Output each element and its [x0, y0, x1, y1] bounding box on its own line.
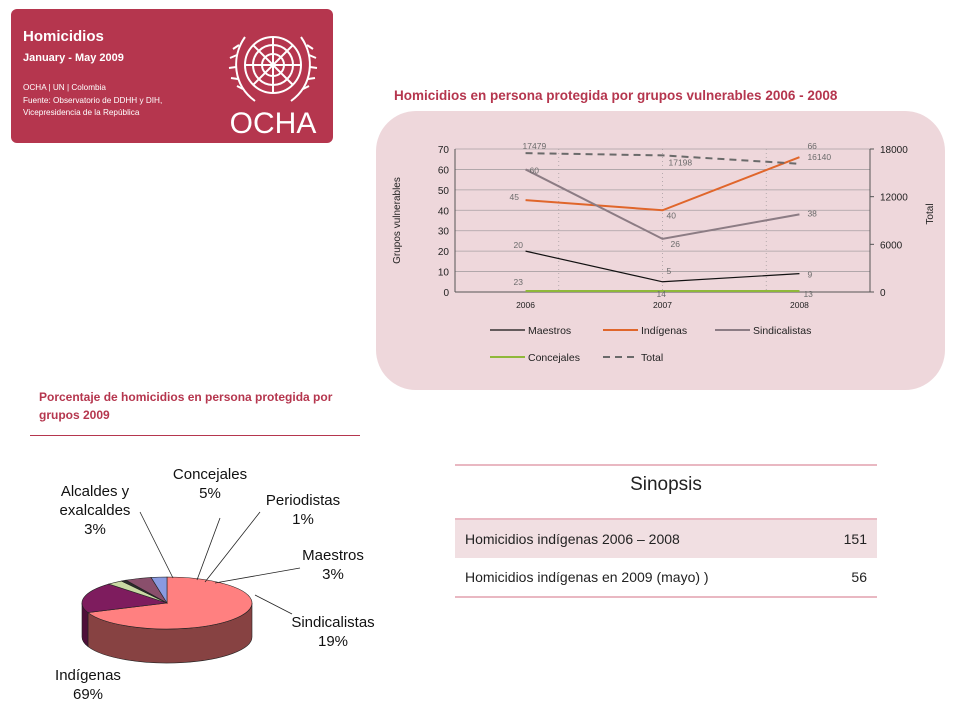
y-axis-title: Grupos vulnerables — [392, 177, 403, 264]
header-period: January - May 2009 — [23, 52, 124, 64]
header-source-org: Vicepresidencia de la República — [23, 108, 140, 117]
y-tick-label: 40 — [438, 206, 450, 217]
table-row: Homicidios indígenas en 2009 (mayo) ) 56 — [455, 558, 877, 596]
y-tick-label: 20 — [438, 247, 450, 258]
sinopsis-table: Sinopsis Homicidios indígenas 2006 – 200… — [455, 464, 877, 598]
series-line-sindicalistas — [525, 168, 800, 240]
divider — [30, 435, 360, 436]
line-chart-title: Homicidios en persona protegida por grup… — [394, 88, 838, 103]
ocha-logo-text: OCHA — [230, 107, 317, 137]
data-label: 66 — [807, 141, 817, 151]
data-label: 40 — [667, 210, 677, 220]
header-source: Fuente: Observatorio de DDHH y DIH, — [23, 96, 163, 105]
data-label: 45 — [510, 192, 520, 202]
x-tick-label: 2008 — [790, 300, 809, 310]
data-label: 20 — [514, 240, 524, 250]
table-bottom-rule — [455, 596, 877, 598]
x-tick-label: 2006 — [516, 300, 535, 310]
header-title: Homicidios — [23, 28, 104, 45]
pie-chart-title: Porcentaje de homicidios en persona prot… — [39, 390, 333, 422]
series-line-total — [525, 152, 800, 165]
data-label: 5 — [667, 266, 672, 276]
y2-tick-label: 0 — [880, 288, 886, 299]
y-tick-label: 50 — [438, 186, 450, 197]
y-tick-label: 30 — [438, 227, 450, 238]
y2-tick-label: 12000 — [880, 193, 908, 204]
y-tick-label: 10 — [438, 268, 450, 279]
header-org: OCHA | UN | Colombia — [23, 83, 106, 92]
y2-axis-title: Total — [925, 203, 936, 224]
line-chart-panel — [376, 111, 945, 390]
y2-tick-label: 6000 — [880, 240, 903, 251]
legend-label: Total — [641, 352, 663, 364]
table-top-rule — [455, 464, 877, 466]
un-ocha-logo: OCHA — [228, 36, 318, 137]
row-label: Homicidios indígenas 2006 – 2008 — [465, 531, 680, 547]
row-value: 151 — [843, 531, 867, 547]
x-tick-label: 2007 — [653, 300, 672, 310]
data-label: 16140 — [807, 152, 831, 162]
data-label: 26 — [671, 239, 681, 249]
data-label: 17198 — [669, 157, 693, 167]
data-label: 17479 — [523, 141, 547, 151]
table-row: Homicidios indígenas 2006 – 2008 151 — [455, 518, 877, 558]
legend-label: Maestros — [528, 325, 571, 337]
y-tick-label: 60 — [438, 165, 450, 176]
data-label: 9 — [807, 270, 812, 280]
y-tick-label: 0 — [443, 288, 449, 299]
legend-label: Indígenas — [641, 325, 687, 337]
legend-label: Concejales — [528, 352, 580, 364]
data-label: 14 — [657, 289, 667, 299]
series-line-maestros — [525, 250, 800, 283]
row-label: Homicidios indígenas en 2009 (mayo) ) — [465, 569, 709, 585]
header-box: Homicidios January - May 2009 OCHA | UN … — [11, 9, 333, 143]
y-tick-label: 70 — [438, 145, 450, 156]
data-label: 38 — [807, 208, 817, 218]
y2-tick-label: 18000 — [880, 145, 908, 156]
data-label: 13 — [803, 289, 813, 299]
series-line-indgenas — [525, 156, 800, 212]
sinopsis-title: Sinopsis — [630, 474, 702, 495]
data-label: 60 — [530, 165, 540, 175]
data-label: 23 — [514, 277, 524, 287]
row-value: 56 — [851, 569, 867, 585]
legend-label: Sindicalistas — [753, 325, 811, 337]
